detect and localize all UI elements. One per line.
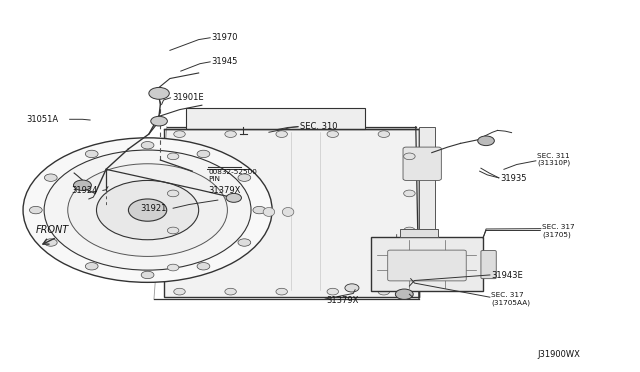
- Text: 31924: 31924: [71, 186, 97, 195]
- Circle shape: [378, 288, 390, 295]
- Circle shape: [168, 264, 179, 271]
- Circle shape: [327, 131, 339, 137]
- Circle shape: [404, 153, 415, 160]
- Text: J31900WX: J31900WX: [537, 350, 580, 359]
- FancyBboxPatch shape: [186, 108, 365, 129]
- Circle shape: [151, 116, 168, 126]
- Circle shape: [141, 271, 154, 279]
- Text: 31051A: 31051A: [26, 115, 58, 124]
- Text: 31945: 31945: [211, 57, 238, 66]
- Text: 31970: 31970: [211, 33, 238, 42]
- Circle shape: [238, 239, 251, 246]
- Circle shape: [276, 288, 287, 295]
- Circle shape: [396, 289, 413, 299]
- Circle shape: [85, 263, 98, 270]
- Circle shape: [238, 174, 251, 182]
- Text: 31901E: 31901E: [172, 93, 204, 102]
- FancyBboxPatch shape: [388, 250, 467, 281]
- Ellipse shape: [263, 208, 275, 217]
- Text: SEC. 317
(31705AA): SEC. 317 (31705AA): [491, 292, 530, 306]
- Text: 31943E: 31943E: [491, 271, 523, 280]
- Circle shape: [44, 150, 251, 270]
- Circle shape: [85, 150, 98, 158]
- Circle shape: [29, 206, 42, 214]
- Circle shape: [44, 174, 57, 182]
- Text: 31379X: 31379X: [208, 186, 241, 195]
- Circle shape: [276, 131, 287, 137]
- Text: SEC. 310: SEC. 310: [300, 122, 337, 131]
- Circle shape: [97, 180, 198, 240]
- Circle shape: [168, 153, 179, 160]
- Circle shape: [168, 227, 179, 234]
- FancyBboxPatch shape: [371, 237, 483, 291]
- FancyBboxPatch shape: [403, 147, 442, 180]
- FancyBboxPatch shape: [400, 229, 438, 237]
- Circle shape: [404, 264, 415, 271]
- Text: 00832-52500
PIN: 00832-52500 PIN: [208, 169, 257, 182]
- Circle shape: [327, 288, 339, 295]
- Circle shape: [168, 190, 179, 197]
- Circle shape: [404, 190, 415, 197]
- Circle shape: [129, 199, 167, 221]
- Circle shape: [197, 150, 210, 158]
- Text: 31935: 31935: [500, 174, 527, 183]
- Text: SEC. 311
(31310P): SEC. 311 (31310P): [537, 153, 570, 166]
- FancyBboxPatch shape: [481, 250, 496, 279]
- FancyBboxPatch shape: [419, 127, 435, 267]
- Ellipse shape: [282, 208, 294, 217]
- Circle shape: [225, 131, 236, 137]
- Circle shape: [44, 239, 57, 246]
- Circle shape: [345, 284, 359, 292]
- Circle shape: [253, 206, 266, 214]
- Circle shape: [141, 141, 154, 149]
- Circle shape: [173, 288, 185, 295]
- Circle shape: [197, 263, 210, 270]
- Text: 31379X: 31379X: [326, 296, 359, 305]
- Text: SEC. 317
(31705): SEC. 317 (31705): [542, 224, 575, 238]
- Circle shape: [173, 131, 185, 137]
- Circle shape: [226, 193, 241, 202]
- Circle shape: [149, 87, 170, 99]
- Text: 31921: 31921: [140, 205, 166, 214]
- Circle shape: [23, 138, 272, 282]
- Circle shape: [225, 288, 236, 295]
- Text: FRONT: FRONT: [36, 225, 69, 235]
- Circle shape: [378, 131, 390, 137]
- Circle shape: [477, 136, 494, 145]
- Circle shape: [74, 180, 92, 190]
- Circle shape: [404, 227, 415, 234]
- FancyBboxPatch shape: [164, 129, 419, 297]
- Circle shape: [68, 164, 227, 256]
